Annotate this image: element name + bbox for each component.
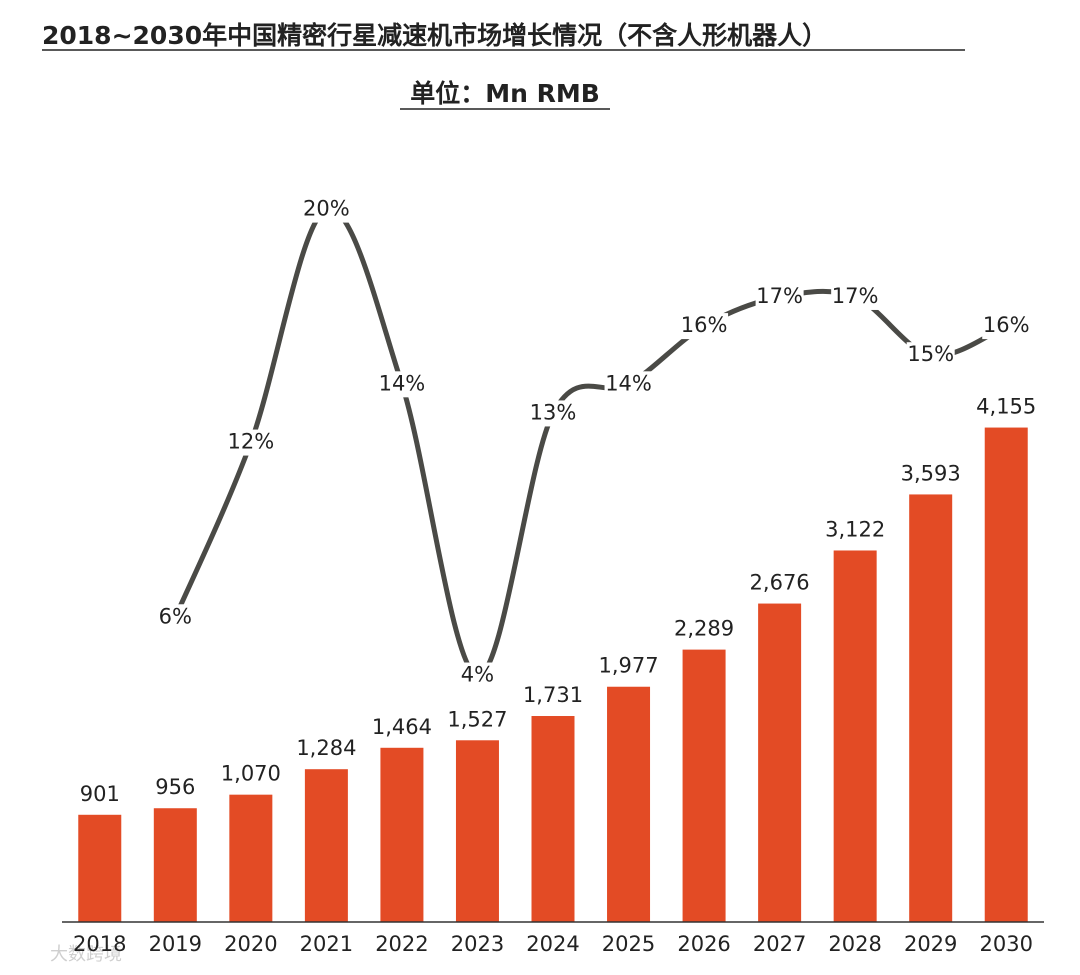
line-value-label: 17% <box>756 284 803 308</box>
x-tick-label: 2021 <box>300 932 353 956</box>
line-label: 12% <box>226 429 275 456</box>
watermark: 大数跨境 <box>50 944 122 965</box>
line-label-bg <box>982 313 1031 340</box>
bar-value-label: 901 <box>80 782 120 806</box>
line-label: 14% <box>377 371 426 398</box>
line-label-bg <box>831 283 880 310</box>
x-tick-label: 2029 <box>904 932 957 956</box>
line-value-label: 16% <box>983 313 1030 337</box>
x-tick-label: 2030 <box>980 932 1033 956</box>
line-label-bg <box>680 313 729 340</box>
x-tick-label: 2023 <box>451 932 504 956</box>
line-label-bg <box>453 662 502 689</box>
bar-value-label: 956 <box>155 775 195 799</box>
line-label: 4% <box>453 662 502 689</box>
line-value-label: 14% <box>379 371 426 395</box>
bar-value-label: 4,155 <box>976 395 1036 419</box>
line-label: 17% <box>831 283 880 310</box>
chart-title: 2018~2030年中国精密行星减速机市场增长情况（不含人形机器人） <box>42 21 827 50</box>
line-value-label: 13% <box>530 400 577 424</box>
bar-value-label: 1,977 <box>598 654 658 678</box>
x-tick-label: 2025 <box>602 932 655 956</box>
line-value-label: 4% <box>461 663 494 687</box>
line-label-bg <box>604 371 653 398</box>
line-value-label: 16% <box>681 313 728 337</box>
line-value-label: 12% <box>228 430 275 454</box>
bar-value-label: 1,731 <box>523 683 583 707</box>
line-value-label: 6% <box>159 604 192 628</box>
x-tick-label: 2019 <box>149 932 202 956</box>
bar-value-label: 1,070 <box>221 762 281 786</box>
bar <box>682 649 726 922</box>
line-label: 15% <box>906 342 955 369</box>
line-label: 20% <box>302 196 351 223</box>
chart-subtitle: 单位：Mn RMB <box>410 79 600 108</box>
bar <box>153 808 197 922</box>
bar <box>229 794 273 922</box>
line-value-label: 17% <box>832 284 879 308</box>
bar-value-label: 1,527 <box>447 707 507 731</box>
line-label: 14% <box>604 371 653 398</box>
bar <box>304 769 348 922</box>
bar <box>531 716 575 922</box>
line-label-bg <box>302 196 351 223</box>
bar-value-label: 3,593 <box>901 461 961 485</box>
bar <box>380 747 424 922</box>
line-value-label: 15% <box>907 342 954 366</box>
line-label: 13% <box>529 400 577 427</box>
line-label-bg <box>755 283 804 310</box>
bar-value-label: 1,464 <box>372 715 432 739</box>
bar-value-label: 3,122 <box>825 517 885 541</box>
bar <box>984 427 1028 922</box>
line-value-label: 14% <box>605 371 652 395</box>
growth-line <box>172 206 1009 678</box>
bar <box>758 603 802 922</box>
bar-value-label: 2,676 <box>750 571 810 595</box>
bar <box>455 740 499 922</box>
x-tick-label: 2022 <box>375 932 428 956</box>
x-tick-label: 2028 <box>828 932 881 956</box>
bar <box>607 686 651 922</box>
line-label-bg <box>226 429 275 456</box>
line-label: 16% <box>680 313 729 340</box>
line-value-label: 20% <box>303 197 350 221</box>
bar <box>78 814 122 922</box>
bar <box>909 494 953 922</box>
x-tick-label: 2026 <box>677 932 730 956</box>
x-tick-label: 2020 <box>224 932 277 956</box>
line-label-bg <box>151 604 200 631</box>
line-label-bg <box>529 400 577 427</box>
bar <box>833 550 877 922</box>
line-label: 16% <box>982 313 1031 340</box>
x-tick-label: 2027 <box>753 932 806 956</box>
line-label: 17% <box>755 283 804 310</box>
x-tick-label: 2018 <box>73 932 126 956</box>
line-label-bg <box>906 342 955 369</box>
line-label-bg <box>377 371 426 398</box>
x-tick-label: 2024 <box>526 932 579 956</box>
line-label: 6% <box>151 604 200 631</box>
bar-value-label: 1,284 <box>296 736 356 760</box>
bar-value-label: 2,289 <box>674 617 734 641</box>
